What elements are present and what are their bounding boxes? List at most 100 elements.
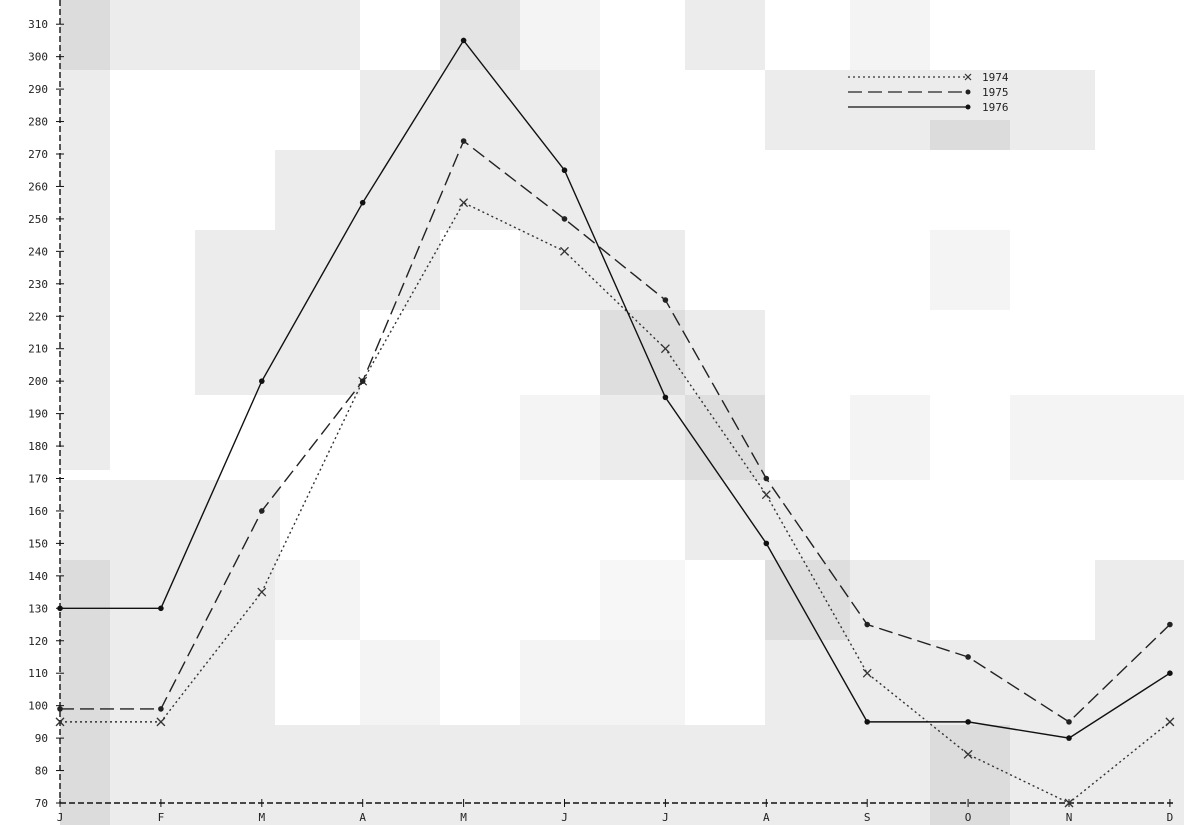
data-point-x-marker bbox=[1064, 798, 1074, 808]
y-tick-label: 290 bbox=[28, 83, 48, 96]
background-tile bbox=[850, 560, 930, 640]
x-tick-label: A bbox=[359, 811, 366, 824]
data-point bbox=[158, 706, 164, 712]
x-tick-label: J bbox=[662, 811, 669, 824]
background-tile bbox=[1095, 560, 1184, 640]
background-tile bbox=[110, 560, 275, 640]
data-point bbox=[158, 605, 164, 612]
y-tick-label: 260 bbox=[28, 180, 48, 193]
y-tick-label: 70 bbox=[35, 797, 48, 810]
background-tile bbox=[110, 0, 360, 70]
y-tick-label: 200 bbox=[28, 375, 48, 388]
background-tile bbox=[685, 0, 765, 70]
marker-stroke bbox=[862, 668, 872, 678]
background-tile bbox=[600, 310, 685, 395]
data-point-x-marker bbox=[761, 490, 771, 500]
data-point bbox=[1167, 621, 1173, 628]
data-point bbox=[1066, 719, 1072, 725]
data-point bbox=[57, 605, 63, 612]
background-tile bbox=[930, 230, 1010, 310]
y-tick-label: 280 bbox=[28, 116, 48, 129]
y-tick-label: 160 bbox=[28, 505, 48, 518]
y-tick-label: 310 bbox=[28, 18, 48, 31]
y-tick-label: 210 bbox=[28, 343, 48, 356]
x-tick-label: A bbox=[763, 811, 770, 824]
data-point bbox=[57, 706, 63, 712]
series-line bbox=[60, 39, 1171, 739]
background-tiles bbox=[60, 0, 1184, 825]
background-tile bbox=[765, 640, 1184, 725]
legend-label: 1976 bbox=[982, 101, 1009, 114]
x-tick-label: O bbox=[965, 811, 972, 824]
data-point-x-marker bbox=[257, 587, 267, 597]
background-tile bbox=[765, 560, 850, 640]
background-tile bbox=[60, 725, 1184, 825]
background-tile bbox=[685, 480, 850, 560]
series-line bbox=[60, 139, 1171, 723]
background-tile bbox=[360, 640, 440, 725]
y-tick-label: 250 bbox=[28, 213, 48, 226]
legend: 1974 1975 1976 bbox=[848, 71, 1009, 114]
data-point bbox=[359, 378, 366, 384]
data-point bbox=[864, 719, 870, 725]
legend-marker bbox=[964, 73, 972, 81]
background-tile bbox=[60, 480, 280, 560]
data-point-x-marker bbox=[660, 344, 670, 354]
data-point bbox=[561, 216, 568, 222]
y-tick-label: 80 bbox=[35, 765, 48, 778]
y-tick-label: 120 bbox=[28, 635, 48, 648]
data-point bbox=[965, 654, 971, 660]
x-tick-label: D bbox=[1167, 811, 1174, 824]
marker-stroke bbox=[55, 717, 65, 727]
series-1974 bbox=[55, 198, 1175, 808]
legend-marker bbox=[965, 104, 971, 110]
data-point bbox=[460, 138, 467, 144]
data-point-x-marker bbox=[963, 749, 973, 759]
data-point-x-marker bbox=[1165, 717, 1175, 727]
background-tile bbox=[685, 395, 765, 480]
data-point-x-marker bbox=[156, 717, 166, 727]
data-point bbox=[561, 167, 568, 174]
background-tile bbox=[600, 560, 685, 640]
data-point bbox=[259, 378, 265, 384]
background-tile bbox=[275, 560, 360, 640]
data-point bbox=[662, 394, 669, 401]
background-tile bbox=[60, 560, 110, 725]
data-point bbox=[259, 508, 265, 514]
background-tile bbox=[850, 395, 930, 480]
legend-marker bbox=[965, 89, 971, 95]
data-point-x-marker bbox=[459, 198, 469, 208]
y-tick-label: 110 bbox=[28, 667, 48, 680]
series-1976 bbox=[57, 37, 1173, 741]
background-tile bbox=[60, 725, 110, 825]
y-tick-label: 270 bbox=[28, 148, 48, 161]
data-point bbox=[1167, 670, 1173, 676]
y-tick-label: 140 bbox=[28, 570, 48, 583]
background-tile bbox=[850, 0, 930, 70]
x-tick-label: M bbox=[460, 811, 467, 824]
series-1975 bbox=[57, 138, 1173, 725]
y-tick-label: 150 bbox=[28, 537, 48, 550]
data-point bbox=[662, 297, 669, 303]
legend-label: 1975 bbox=[982, 86, 1009, 99]
background-tile bbox=[60, 70, 110, 470]
background-tile bbox=[930, 725, 1010, 825]
y-tick-label: 230 bbox=[28, 278, 48, 291]
background-tile bbox=[685, 310, 765, 395]
background-tile bbox=[520, 395, 600, 480]
data-point bbox=[460, 37, 467, 44]
background-tile bbox=[600, 395, 685, 480]
data-point-x-marker bbox=[862, 668, 872, 678]
background-tile bbox=[110, 640, 275, 725]
marker-stroke bbox=[1165, 717, 1175, 727]
x-tick-label: F bbox=[158, 811, 165, 824]
legend-label: 1974 bbox=[982, 71, 1009, 84]
background-tile bbox=[60, 0, 110, 70]
marker-stroke bbox=[560, 246, 569, 256]
data-point-x-marker bbox=[560, 246, 569, 256]
marker-stroke bbox=[963, 749, 973, 759]
series-line bbox=[60, 201, 1171, 804]
x-tick-label: J bbox=[561, 811, 568, 824]
data-point bbox=[864, 621, 870, 628]
data-point bbox=[1066, 735, 1072, 741]
